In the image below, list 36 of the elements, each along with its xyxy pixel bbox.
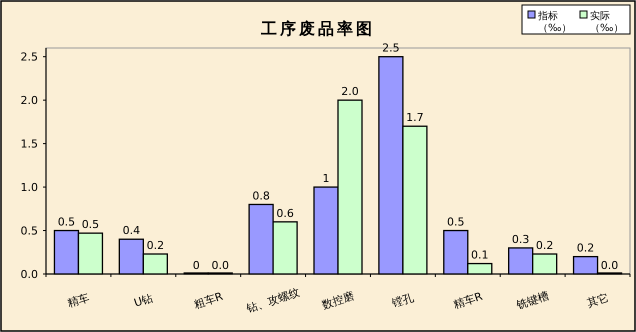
y-tick-label: 1.5	[20, 138, 38, 151]
x-tick-label: 铣键槽	[514, 289, 551, 312]
data-label: 0.8	[252, 189, 270, 202]
data-label: 0.2	[576, 242, 594, 255]
data-label: 2.0	[341, 85, 359, 98]
x-tick-label: U钻	[132, 291, 155, 310]
data-label: 0.5	[58, 216, 76, 229]
data-label: 2.5	[382, 42, 400, 55]
x-tick-label: 粗车R	[192, 290, 225, 312]
x-tick-label: 数控磨	[320, 289, 356, 312]
y-tick-label: 1.0	[20, 181, 38, 194]
data-label: 0.2	[146, 239, 164, 252]
chart-title: 工序废品率图	[260, 19, 375, 38]
data-label: 0.2	[536, 239, 554, 252]
data-label: 0.0	[211, 259, 229, 272]
data-label: 0.5	[82, 218, 100, 232]
x-tick-label: 精车R	[452, 290, 484, 312]
data-label: 0.3	[512, 232, 530, 246]
data-label: 0.1	[471, 248, 489, 262]
data-label: 0.0	[600, 259, 618, 272]
y-tick-label: 2.0	[20, 94, 38, 108]
legend-label: 指标（‰）	[537, 10, 572, 34]
y-tick-label: 0.0	[20, 268, 38, 281]
x-tick-label: 其它	[585, 290, 610, 310]
x-tick-label: 精车	[66, 290, 92, 310]
data-label: 0.6	[276, 206, 294, 220]
data-label: 0.5	[447, 216, 465, 229]
data-label: 1.7	[406, 111, 424, 124]
y-tick-label: 2.5	[20, 50, 38, 64]
x-tick-label: 镗孔	[390, 290, 416, 310]
legend-label: 实际（‰）	[590, 10, 624, 34]
data-label: 1	[322, 172, 330, 186]
y-tick-label: 0.5	[20, 224, 38, 238]
data-label: 0.4	[122, 224, 140, 238]
x-tick-label: 钻、攻螺纹	[244, 286, 302, 316]
data-label: 0	[192, 259, 200, 272]
